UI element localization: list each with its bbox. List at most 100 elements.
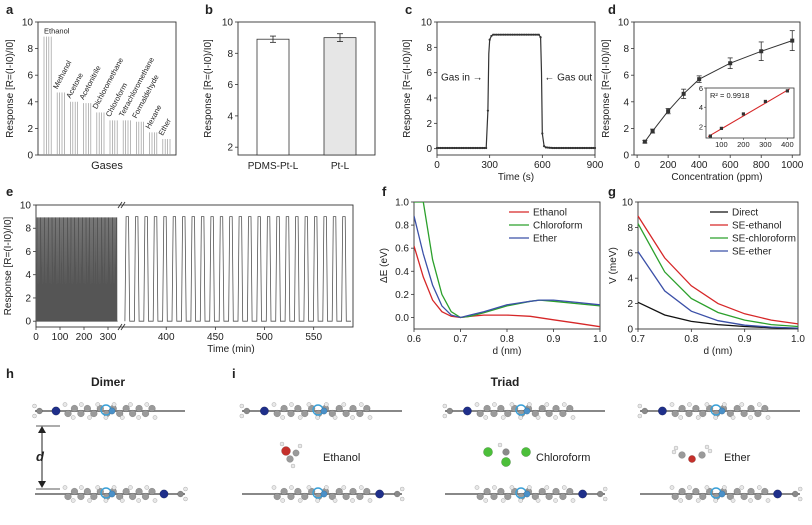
hydrogen-atom	[79, 402, 84, 407]
carbon-atom	[129, 492, 137, 501]
data-point	[453, 146, 456, 150]
x-axis-label: Concentration (ppm)	[671, 172, 762, 183]
data-point	[474, 146, 477, 150]
x-axis-label: d (nm)	[493, 346, 522, 357]
chlorine-atom	[483, 447, 493, 457]
panel-e-y-tick-label: 4	[25, 270, 31, 281]
data-point	[537, 33, 540, 36]
hydrogen-atom	[756, 402, 762, 407]
panel-letter: g	[608, 184, 616, 199]
data-point	[574, 146, 577, 150]
hydrogen-atom	[62, 402, 68, 407]
hydrogen-atom	[509, 402, 515, 407]
inset-data-point	[708, 134, 712, 138]
panel-g-y-tick-label: 4	[627, 274, 633, 285]
data-point	[571, 146, 574, 150]
panel-d-y-tick-label: 2	[623, 124, 629, 135]
carbon-atom	[531, 409, 539, 418]
inset-y-tick-label: 4	[699, 103, 703, 112]
hydrogen-atom	[271, 402, 277, 407]
data-point	[535, 33, 539, 36]
panel-letter: d	[608, 2, 616, 17]
data-point	[465, 146, 468, 150]
hydrogen-atom	[400, 486, 405, 492]
panel-c-y-tick-label: 6	[426, 68, 432, 79]
data-point	[458, 146, 461, 150]
panel-letter: i	[232, 366, 236, 381]
hydrogen-atom	[678, 415, 684, 420]
data-point	[511, 33, 514, 36]
panel-d-y-tick-label: 8	[623, 44, 629, 55]
panel-e-y-tick-label: 2	[25, 293, 31, 304]
hydrogen-atom	[103, 415, 109, 420]
y-axis-label: Response [R=(I-I0)/I0]	[5, 39, 16, 138]
data-point	[506, 33, 509, 36]
series-ethanol	[414, 245, 600, 328]
hydrogen-atom	[152, 415, 158, 420]
nitrogen-atom	[773, 489, 782, 499]
data-point	[544, 146, 547, 149]
carbon-atom	[733, 487, 741, 496]
series-line	[644, 40, 793, 142]
carbon-atom	[356, 492, 364, 501]
platinum-atom	[108, 407, 116, 415]
carbon-atom	[747, 404, 755, 413]
chart-marks-layer	[35, 30, 799, 330]
carbon-atom	[116, 492, 124, 501]
label-ether: Ether	[724, 452, 751, 464]
bar-label: Ether	[157, 116, 174, 136]
data-point	[472, 146, 475, 150]
hydrogen-atom	[527, 402, 532, 407]
hydrogen-atom	[279, 441, 285, 447]
carbon-atom	[490, 409, 498, 418]
hydrogen-atom	[669, 402, 675, 407]
panel-d-x-tick-label: 400	[691, 160, 708, 171]
data-point	[528, 33, 532, 36]
data-point	[593, 146, 597, 150]
panel-f-y-tick-label: 0.2	[395, 290, 409, 301]
data-point	[509, 33, 512, 36]
carbon-atom	[538, 487, 546, 496]
chart-text-layer: a 0 2 4 6 8 10 Response [R=(I-I0)/I0] Gases Ethan…	[3, 2, 805, 464]
carbon-atom	[292, 449, 300, 457]
series-ether	[414, 215, 600, 319]
carbon-atom	[685, 409, 693, 418]
carbon-atom	[83, 404, 91, 413]
carbon-atom	[490, 492, 498, 501]
hydrogen-atom	[297, 415, 303, 420]
panel-e-x-tick-label: 0	[33, 332, 39, 343]
data-point	[525, 33, 528, 36]
hydrogen-atom	[239, 403, 245, 409]
methyl-carbon	[792, 490, 799, 498]
platinum-atom	[320, 490, 328, 498]
panel-e-x-tick-label: 450	[207, 332, 224, 343]
inset-x-tick-label: 100	[715, 140, 728, 149]
carbon-atom	[740, 409, 748, 418]
data-point	[592, 146, 595, 150]
methyl-carbon	[446, 407, 453, 415]
carbon-atom	[754, 492, 762, 501]
data-point	[497, 33, 500, 36]
hydrogen-atom	[87, 498, 92, 503]
hydrogen-atom	[474, 402, 480, 407]
data-point	[790, 38, 795, 43]
hydrogen-atom	[756, 485, 762, 490]
data-point	[550, 146, 553, 149]
data-point	[523, 33, 526, 36]
hydrogen-atom	[119, 498, 125, 503]
nitrogen-atom	[259, 406, 269, 416]
hydrogen-atom	[570, 415, 576, 420]
panel-d-x-tick-label: 0	[634, 160, 640, 171]
panel-b-y-tick-label: 2	[227, 143, 233, 154]
data-point	[446, 146, 449, 150]
hydrogen-atom	[748, 498, 753, 503]
y-axis-label: Response [R=(I-I0)/I0]	[203, 39, 214, 138]
annotation-gas-out: ← Gas out	[544, 72, 592, 83]
carbon-atom	[545, 492, 553, 501]
hydrogen-atom	[497, 442, 503, 448]
data-point	[448, 146, 451, 150]
hydrogen-atom	[95, 485, 101, 490]
panel-d-frame	[633, 21, 801, 156]
panel-g-x-tick-label: 0.9	[738, 334, 752, 345]
